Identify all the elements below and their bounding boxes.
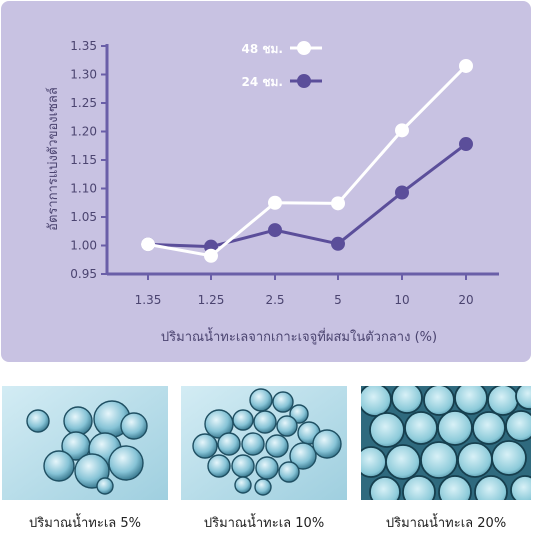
cell-cluster-medium-image [181,386,347,500]
x-tick-label: 10 [394,293,409,307]
series-line-48h [147,64,468,258]
legend-label-24h: 24 ชม. [242,75,284,89]
x-tick-label: 5 [334,293,342,307]
caption-10-percent: ปริมาณน้ำทะเล 10% [203,516,325,531]
photo-10-percent [181,386,347,500]
data-point [204,248,218,263]
line-chart: 0.95 1.00 1.05 1.10 1.15 1.20 1.25 1.30 1.35 1.35… [45,39,499,345]
photo-5-percent [2,386,168,500]
data-point [459,58,473,73]
legend-marker [297,74,311,88]
legend-marker [297,41,311,55]
x-tick-label: 1.25 [198,293,225,307]
legend-label-48h: 48 ชม. [242,42,284,56]
x-axis-title: ปริมาณน้ำทะเลจากเกาะเจจูที่ผสมในตัวกลาง … [161,327,437,345]
chart-panel: 0.95 1.00 1.05 1.10 1.15 1.20 1.25 1.30 1.35 1.35… [1,1,531,362]
y-tick-label: 0.95 [70,267,97,281]
data-point [395,123,409,138]
series-line-24h [147,142,467,249]
cell-cluster-dense-image [361,386,531,500]
cell-cluster-small-image [2,386,168,500]
data-point [331,196,345,211]
caption-20-percent: ปริมาณน้ำทะเล 20% [385,516,507,531]
x-tick-label: 20 [458,293,473,307]
y-axis-title: อัตราการแบ่งตัวของเซลล์ [45,87,61,231]
y-tick-label: 1.05 [70,210,97,224]
x-tick-label: 2.5 [265,293,284,307]
data-point [395,185,409,200]
data-point [141,237,155,252]
y-tick-label: 1.30 [70,68,97,82]
y-tick-label: 1.00 [70,239,97,253]
data-point [268,223,282,238]
y-tick-label: 1.20 [70,125,97,139]
data-point [459,137,473,152]
caption-5-percent: ปริมาณน้ำทะเล 5% [28,516,142,531]
data-point [331,236,345,251]
data-point [268,195,282,210]
y-tick-label: 1.15 [70,153,97,167]
x-tick-label: 1.35 [135,293,162,307]
photo-20-percent [361,386,531,500]
y-tick-label: 1.25 [70,96,97,110]
y-tick-label: 1.35 [70,39,97,53]
y-tick-label: 1.10 [70,182,97,196]
